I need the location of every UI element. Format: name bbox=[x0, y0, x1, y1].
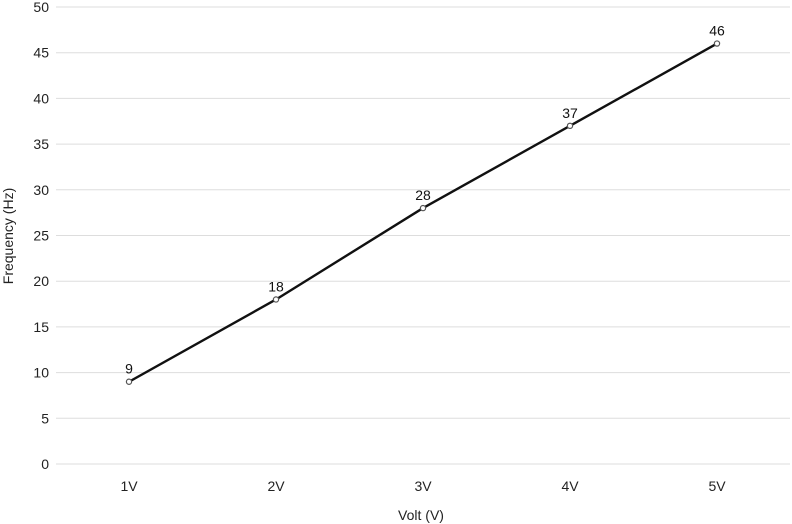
y-tick-label: 30 bbox=[33, 182, 49, 198]
y-axis-title: Frequency (Hz) bbox=[0, 188, 16, 284]
y-tick-label: 15 bbox=[33, 319, 49, 335]
y-tick-label: 20 bbox=[33, 273, 49, 289]
data-label: 9 bbox=[125, 361, 133, 377]
y-axis-ticks: 0 5 10 15 20 25 30 35 40 45 50 bbox=[33, 0, 49, 472]
data-label: 18 bbox=[268, 278, 284, 294]
y-tick-label: 0 bbox=[41, 456, 49, 472]
y-tick-label: 45 bbox=[33, 45, 49, 61]
x-tick-label: 2V bbox=[267, 478, 285, 494]
data-point bbox=[272, 296, 280, 303]
data-point bbox=[713, 40, 721, 47]
y-tick-label: 35 bbox=[33, 136, 49, 152]
grid-lines bbox=[56, 6, 790, 465]
x-tick-label: 1V bbox=[120, 478, 138, 494]
data-label: 28 bbox=[415, 187, 431, 203]
y-tick-label: 10 bbox=[33, 365, 49, 381]
y-tick-label: 5 bbox=[41, 410, 49, 426]
x-axis-title: Volt (V) bbox=[398, 507, 444, 523]
data-label: 37 bbox=[562, 105, 578, 121]
x-tick-label: 3V bbox=[414, 478, 432, 494]
x-tick-label: 5V bbox=[708, 478, 726, 494]
data-label: 46 bbox=[709, 23, 725, 39]
data-point bbox=[419, 204, 427, 212]
y-tick-label: 25 bbox=[33, 228, 49, 244]
data-point bbox=[566, 122, 574, 130]
series-layer bbox=[125, 40, 721, 385]
y-tick-label: 40 bbox=[33, 90, 49, 106]
x-tick-label: 4V bbox=[561, 478, 579, 494]
x-axis-ticks: 1V 2V 3V 4V 5V bbox=[120, 478, 726, 494]
series-line bbox=[127, 42, 719, 383]
data-labels: 9 18 28 37 46 bbox=[125, 23, 725, 377]
y-tick-label: 50 bbox=[33, 0, 49, 15]
data-point bbox=[125, 378, 133, 385]
